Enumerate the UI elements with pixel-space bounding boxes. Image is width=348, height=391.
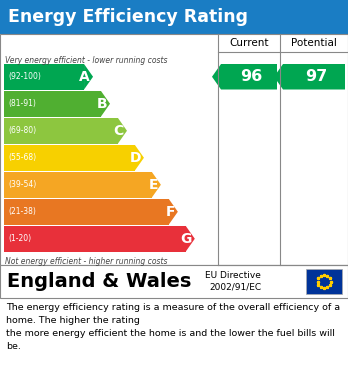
Text: A: A <box>79 70 90 84</box>
Bar <box>306 269 342 294</box>
Text: (69-80): (69-80) <box>8 126 36 135</box>
Text: (55-68): (55-68) <box>8 153 36 162</box>
Bar <box>4 226 186 251</box>
Text: Current: Current <box>229 38 269 48</box>
Text: G: G <box>180 232 192 246</box>
Text: The energy efficiency rating is a measure of the overall efficiency of a home. T: The energy efficiency rating is a measur… <box>6 303 340 351</box>
Text: Potential: Potential <box>291 38 337 48</box>
Text: Energy Efficiency Rating: Energy Efficiency Rating <box>8 8 248 26</box>
Polygon shape <box>186 226 195 251</box>
Polygon shape <box>212 64 277 90</box>
Bar <box>0 265 348 298</box>
Bar <box>0 34 348 265</box>
Polygon shape <box>135 145 144 170</box>
Polygon shape <box>152 172 161 197</box>
Bar <box>4 64 84 90</box>
Text: England & Wales: England & Wales <box>7 272 191 291</box>
Text: (21-38): (21-38) <box>8 207 36 216</box>
Polygon shape <box>101 91 110 117</box>
Text: B: B <box>96 97 107 111</box>
Polygon shape <box>118 118 127 143</box>
Text: (92-100): (92-100) <box>8 72 41 81</box>
Bar <box>4 118 118 143</box>
Text: D: D <box>129 151 141 165</box>
Bar <box>4 172 152 197</box>
Text: (1-20): (1-20) <box>8 234 31 243</box>
Text: (39-54): (39-54) <box>8 180 36 189</box>
Text: F: F <box>165 205 175 219</box>
Text: Not energy efficient - higher running costs: Not energy efficient - higher running co… <box>5 257 167 266</box>
Bar <box>4 145 135 170</box>
Polygon shape <box>169 199 178 224</box>
Polygon shape <box>84 64 93 90</box>
Text: Very energy efficient - lower running costs: Very energy efficient - lower running co… <box>5 56 167 65</box>
Text: EU Directive
2002/91/EC: EU Directive 2002/91/EC <box>205 271 261 292</box>
Bar <box>0 0 348 34</box>
Text: E: E <box>148 178 158 192</box>
Text: 96: 96 <box>240 69 262 84</box>
Text: (81-91): (81-91) <box>8 99 36 108</box>
Text: 97: 97 <box>305 69 327 84</box>
Text: C: C <box>114 124 124 138</box>
Polygon shape <box>274 64 345 90</box>
Bar <box>4 199 169 224</box>
Bar <box>4 91 101 117</box>
